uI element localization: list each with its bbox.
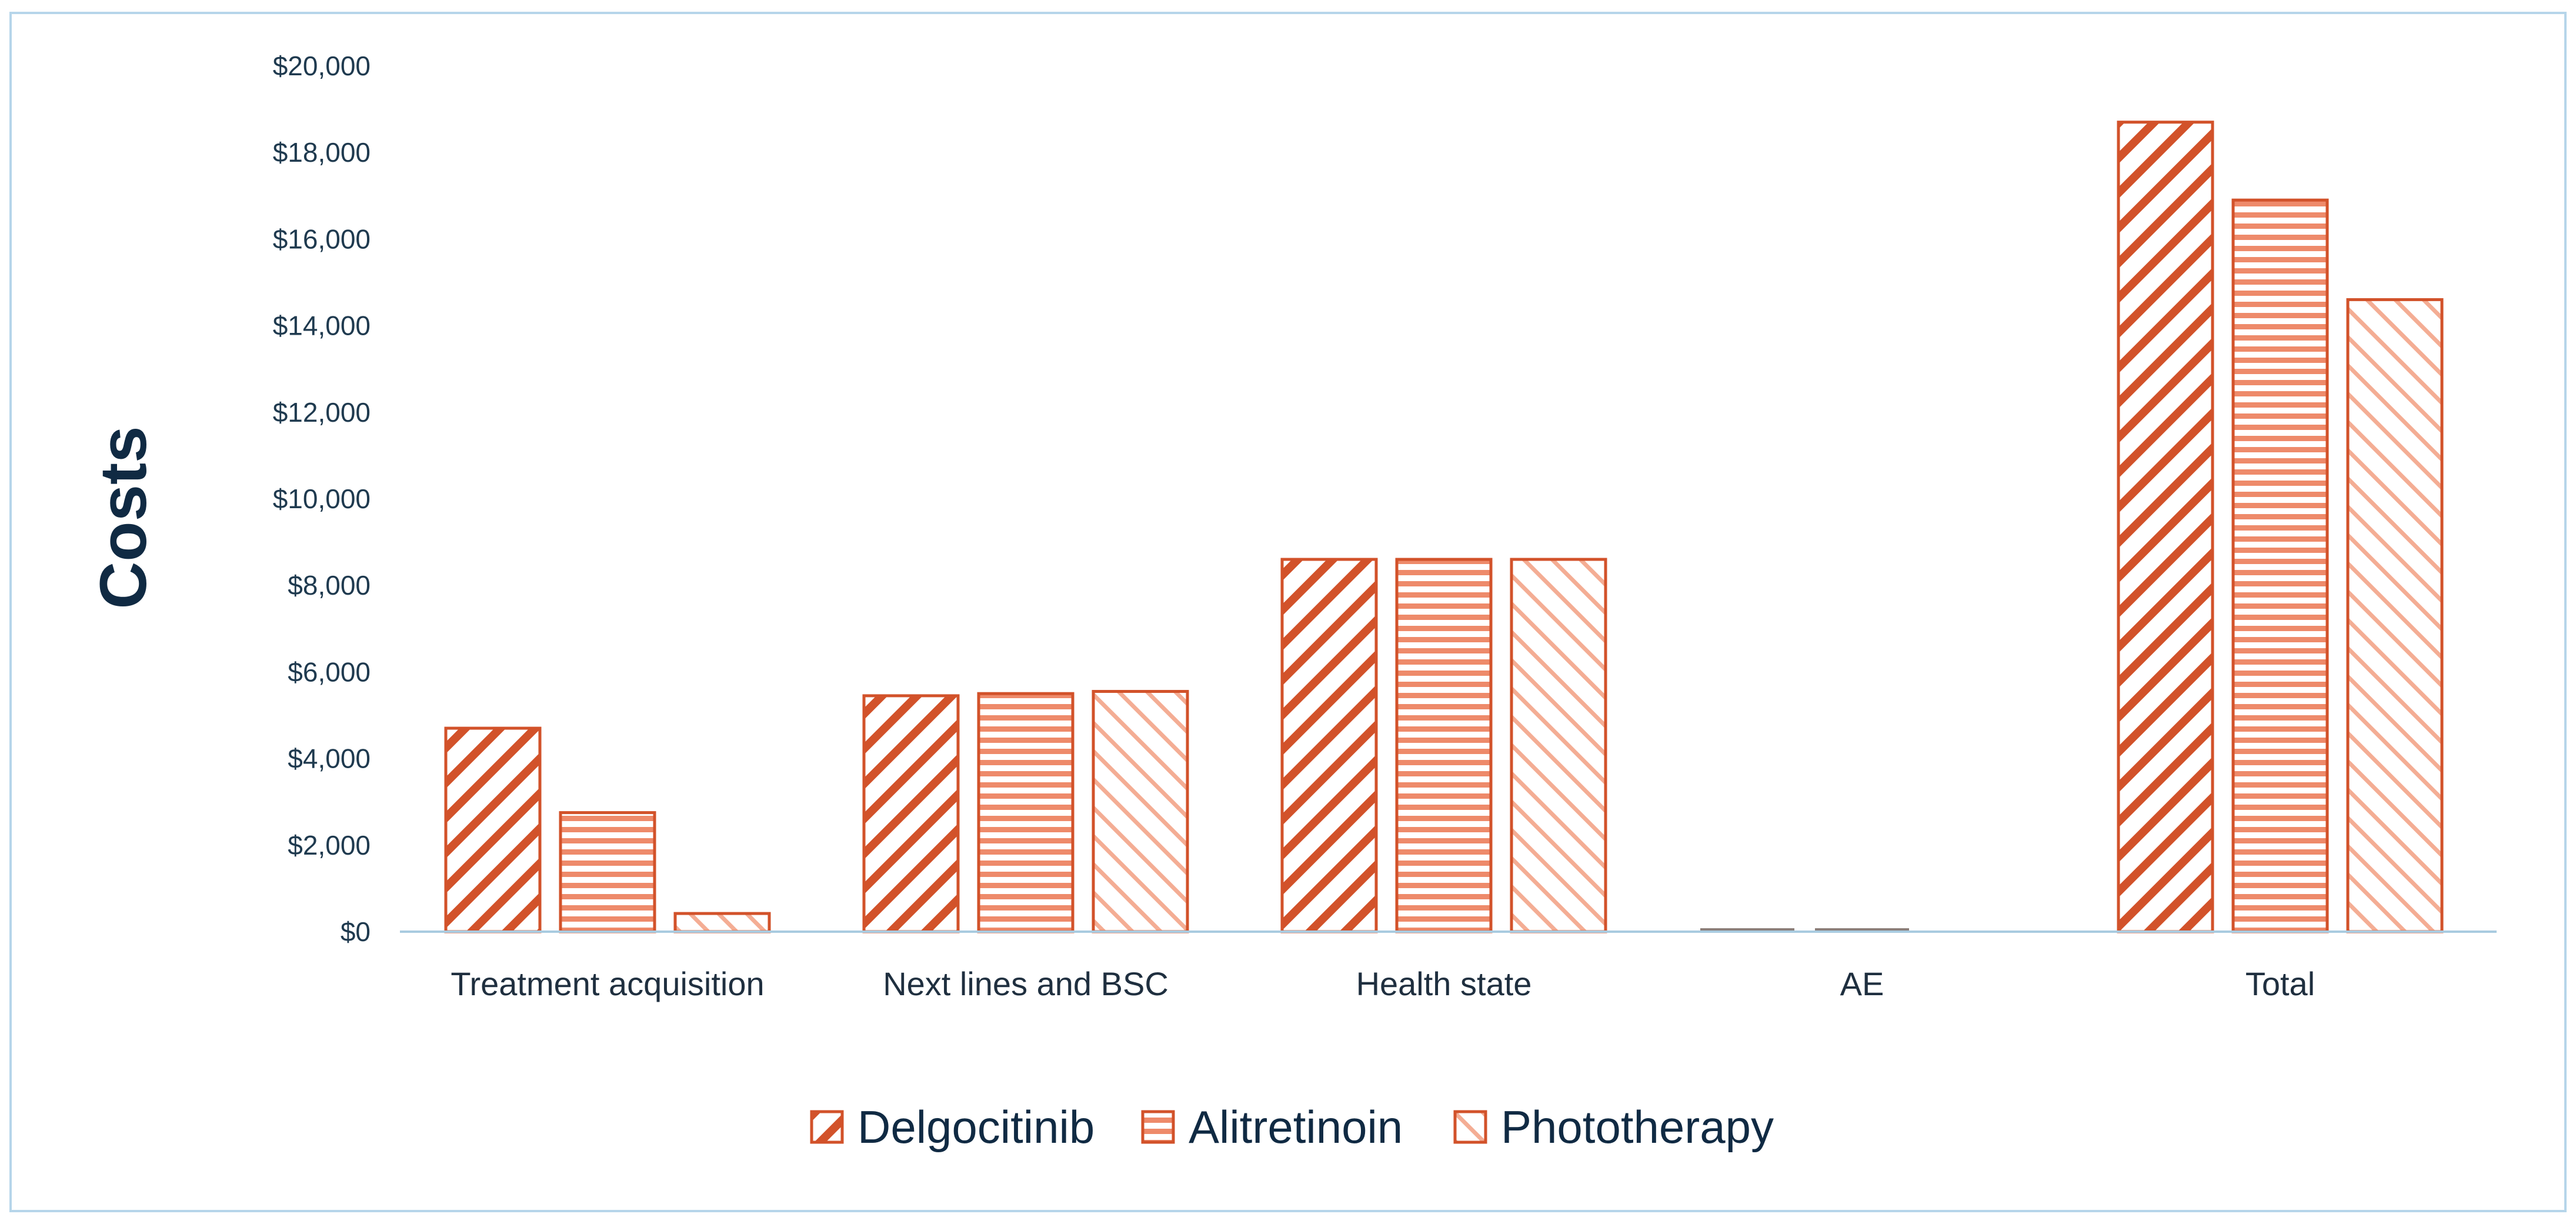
y-tick-label: $4,000 [288,743,371,774]
y-tick-label: $14,000 [273,311,371,341]
bar-alitretinoin-treatment-acquisition [559,811,656,933]
y-tick-label: $12,000 [273,397,371,428]
x-category-label: Next lines and BSC [883,965,1169,1002]
bar-delgocitinib-health-state [1280,558,1378,933]
bar-delgocitinib-ae [1700,928,1794,932]
legend-label-phototherapy: Phototherapy [1501,1101,1774,1153]
x-axis-categories: Treatment acquisition Next lines and BSC H… [451,965,2315,1002]
legend-label-alitretinoin: Alitretinoin [1189,1101,1403,1153]
y-tick-label: $8,000 [288,570,371,601]
y-tick-label: $6,000 [288,656,371,687]
legend: Delgocitinib Alitretinoin Phototherapy [810,1101,1774,1153]
legend-label-delgocitinib: Delgocitinib [857,1101,1095,1153]
bar-alitretinoin-next-lines-and-bsc [977,692,1075,933]
bar-phototherapy-next-lines-and-bsc [1092,690,1189,933]
y-tick-label: $20,000 [273,51,371,81]
bar-phototherapy-treatment-acquisition [673,912,771,933]
y-axis-ticks: $0 $2,000 $4,000 $6,000 $8,000 $10,000 $12,000… [273,51,371,947]
legend-swatch-phototherapy [1453,1110,1487,1144]
x-category-label: AE [1840,965,1884,1002]
y-axis-title: Costs [86,426,160,609]
y-tick-label: $10,000 [273,483,371,514]
legend-swatch-alitretinoin [1141,1110,1175,1144]
bar-phototherapy-total [2346,298,2444,933]
bar-delgocitinib-total [2117,121,2214,933]
bar-alitretinoin-ae [1815,928,1909,932]
legend-swatch-delgocitinib [810,1110,844,1144]
y-tick-label: $2,000 [288,830,371,861]
x-category-label: Total [2245,965,2315,1002]
y-tick-label: $0 [341,916,371,947]
y-tick-label: $16,000 [273,224,371,254]
bar-delgocitinib-next-lines-and-bsc [862,694,960,933]
bar-phototherapy-health-state [1510,558,1607,933]
x-category-label: Treatment acquisition [451,965,764,1002]
x-category-label: Health state [1356,965,1532,1002]
bars [444,121,2444,933]
bar-delgocitinib-treatment-acquisition [444,726,542,933]
bar-alitretinoin-total [2231,198,2329,933]
bar-alitretinoin-health-state [1395,558,1493,933]
y-tick-label: $18,000 [273,137,371,168]
